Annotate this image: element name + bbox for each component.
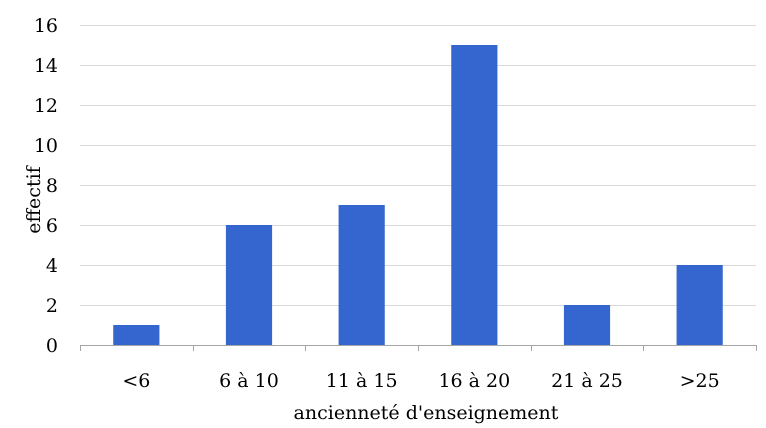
x-axis-tick-labels: <6 6 à 10 11 à 15 16 à 20 21 à 25 >25: [122, 370, 719, 392]
y-tick-label: 6: [46, 215, 58, 237]
bar: [338, 205, 385, 345]
x-axis-title: ancienneté d'enseignement: [294, 402, 559, 424]
x-axis: [80, 345, 757, 351]
x-tick-label: <6: [122, 370, 150, 392]
y-axis-title: effectif: [23, 164, 45, 233]
y-tick-label: 12: [34, 95, 58, 117]
y-tick-label: 14: [34, 55, 58, 77]
y-tick-label: 4: [46, 255, 58, 277]
y-tick-label: 2: [46, 295, 58, 317]
y-tick-label: 10: [34, 135, 58, 157]
y-tick-label: 0: [46, 335, 58, 357]
bar: [676, 265, 723, 345]
bar: [451, 45, 498, 345]
x-tick-label: >25: [680, 370, 720, 392]
y-axis-tick-labels: 0 2 4 6 8 10 12 14 16: [34, 15, 58, 357]
x-tick-label: 6 à 10: [219, 370, 279, 392]
x-tick-label: 21 à 25: [551, 370, 623, 392]
x-tick-label: 11 à 15: [326, 370, 398, 392]
bar: [225, 225, 273, 345]
y-tick-label: 8: [46, 175, 58, 197]
gridlines: [80, 25, 756, 306]
x-tick-label: 16 à 20: [438, 370, 510, 392]
bar: [113, 325, 160, 345]
bars: [113, 45, 723, 345]
bar: [563, 305, 611, 345]
y-tick-label: 16: [34, 15, 58, 37]
